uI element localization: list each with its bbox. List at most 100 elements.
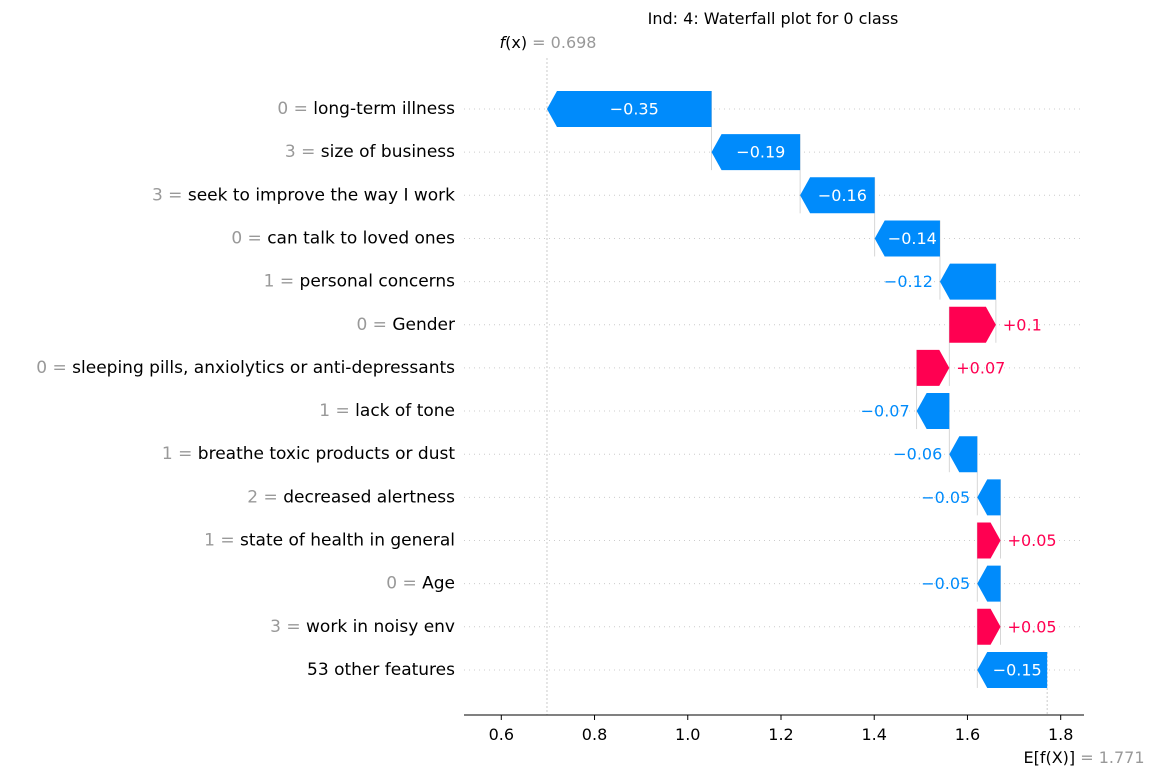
x-tick-label: 0.6 xyxy=(489,725,514,744)
bar xyxy=(916,349,950,386)
chart-title: Ind: 4: Waterfall plot for 0 class xyxy=(648,9,899,28)
bar xyxy=(916,393,950,430)
feature-label: 0 = Gender xyxy=(356,315,455,335)
feature-label: 1 = lack of tone xyxy=(319,401,455,421)
feature-value: 1 xyxy=(264,272,275,292)
fx-value: 0.698 xyxy=(551,33,597,52)
feature-eq: = xyxy=(173,444,198,464)
contribution-label: −0.05 xyxy=(921,574,970,593)
feature-value: 3 xyxy=(270,617,281,637)
bar xyxy=(939,263,996,300)
feature-name: can talk to loved ones xyxy=(267,228,455,248)
contribution-label: +0.05 xyxy=(1008,531,1057,550)
contribution-label: −0.12 xyxy=(884,272,933,291)
bar xyxy=(977,565,1001,602)
contribution-label: −0.15 xyxy=(993,660,1042,679)
feature-name: Age xyxy=(422,574,455,594)
feature-name: 53 other features xyxy=(307,660,455,680)
feature-eq: = xyxy=(47,358,72,378)
feature-name: long-term illness xyxy=(313,99,455,119)
bar xyxy=(977,651,1048,688)
contribution-label: −0.14 xyxy=(888,229,937,248)
feature-value: 0 xyxy=(231,228,242,248)
x-axis: 0.6 0.8 1.0 1.2 1.4 1.6 1.8 xyxy=(464,714,1084,744)
feature-eq: = xyxy=(397,574,422,594)
feature-value: 1 xyxy=(319,401,330,421)
bar xyxy=(977,479,1001,516)
feature-eq: = xyxy=(281,617,306,637)
feature-name: lack of tone xyxy=(355,401,455,421)
feature-labels: 0 = long-term illness 3 = size of busines… xyxy=(36,99,455,680)
contribution-label: −0.35 xyxy=(610,100,659,119)
feature-label: 0 = can talk to loved ones xyxy=(231,228,455,248)
feature-value: 1 xyxy=(162,444,173,464)
gridlines xyxy=(464,108,1084,671)
feature-eq: = xyxy=(288,99,313,119)
expected-value: 1.771 xyxy=(1099,748,1145,767)
feature-eq: = xyxy=(330,401,355,421)
feature-value: 0 xyxy=(386,574,397,594)
bar xyxy=(949,436,978,473)
x-tick-label: 1.6 xyxy=(955,725,980,744)
feature-value: 0 xyxy=(356,315,367,335)
contribution-label: −0.16 xyxy=(818,186,867,205)
feature-label: 1 = state of health in general xyxy=(204,531,455,551)
feature-value: 1 xyxy=(204,531,215,551)
bar xyxy=(874,220,940,257)
fx-label-prefix: f xyxy=(500,33,508,52)
feature-label: 0 = sleeping pills, anxiolytics or anti-… xyxy=(36,358,455,378)
x-tick-label: 1.8 xyxy=(1048,725,1073,744)
bar xyxy=(546,91,712,127)
bar xyxy=(949,306,996,343)
x-tick-label: 1.0 xyxy=(675,725,700,744)
bars: −0.35 −0.19 −0.16 −0.14 −0.12 +0.1 +0.07 −0.07 −… xyxy=(546,91,1057,688)
expected-value-label: E[f(X)] = 1.771 xyxy=(1023,748,1144,767)
bar xyxy=(800,177,875,214)
feature-name: work in noisy env xyxy=(306,617,455,637)
fx-label-eq: = xyxy=(527,33,551,52)
feature-label: 1 = personal concerns xyxy=(264,272,455,292)
x-tick-label: 1.4 xyxy=(861,725,886,744)
feature-label: 53 other features xyxy=(307,660,455,680)
feature-name: seek to improve the way I work xyxy=(188,185,455,205)
feature-value: 2 xyxy=(247,487,258,507)
feature-label: 3 = seek to improve the way I work xyxy=(152,185,455,205)
feature-name: size of business xyxy=(321,142,455,162)
feature-value: 0 xyxy=(277,99,288,119)
feature-name: Gender xyxy=(392,315,455,335)
feature-eq: = xyxy=(163,185,188,205)
contribution-label: −0.05 xyxy=(921,488,970,507)
feature-name: decreased alertness xyxy=(283,487,455,507)
feature-label: 1 = breathe toxic products or dust xyxy=(162,444,455,464)
feature-label: 2 = decreased alertness xyxy=(247,487,455,507)
feature-eq: = xyxy=(258,487,283,507)
feature-eq: = xyxy=(296,142,321,162)
contribution-label: +0.07 xyxy=(956,358,1005,377)
bar xyxy=(977,608,1001,645)
bar xyxy=(711,134,801,171)
feature-eq: = xyxy=(367,315,392,335)
expected-value-eq: = xyxy=(1075,748,1099,767)
feature-label: 0 = Age xyxy=(386,574,455,594)
contribution-label: −0.19 xyxy=(736,143,785,162)
contribution-label: −0.07 xyxy=(861,402,910,421)
contribution-label: −0.06 xyxy=(893,445,942,464)
feature-label: 0 = long-term illness xyxy=(277,99,455,119)
feature-eq: = xyxy=(242,228,267,248)
feature-label: 3 = size of business xyxy=(285,142,455,162)
fx-label: f(x) = 0.698 xyxy=(500,33,597,52)
feature-label: 3 = work in noisy env xyxy=(270,617,455,637)
contribution-label: +0.05 xyxy=(1008,617,1057,636)
feature-value: 3 xyxy=(152,185,163,205)
bar xyxy=(977,522,1001,559)
fx-label-var: (x) xyxy=(505,33,527,52)
feature-name: sleeping pills, anxiolytics or anti-depr… xyxy=(72,358,455,378)
x-tick-label: 1.2 xyxy=(768,725,793,744)
feature-value: 0 xyxy=(36,358,47,378)
feature-eq: = xyxy=(274,272,299,292)
feature-value: 3 xyxy=(285,142,296,162)
feature-name: breathe toxic products or dust xyxy=(198,444,456,464)
feature-eq: = xyxy=(215,531,240,551)
feature-name: personal concerns xyxy=(300,272,456,292)
